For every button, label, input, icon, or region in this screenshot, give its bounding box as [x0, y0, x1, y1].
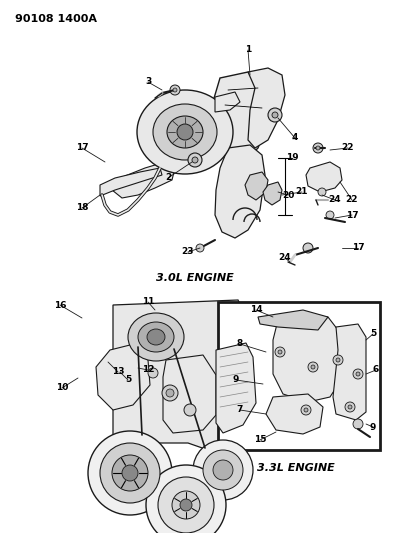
Ellipse shape: [147, 329, 165, 345]
Circle shape: [353, 419, 363, 429]
Polygon shape: [333, 324, 366, 420]
Polygon shape: [245, 172, 268, 200]
Circle shape: [326, 211, 334, 219]
Text: 5: 5: [125, 376, 131, 384]
Circle shape: [345, 402, 355, 412]
Polygon shape: [215, 92, 240, 112]
Polygon shape: [273, 317, 343, 402]
Circle shape: [272, 112, 278, 118]
Text: 19: 19: [286, 154, 298, 163]
Circle shape: [301, 405, 311, 415]
Text: 13: 13: [112, 367, 124, 376]
Circle shape: [353, 369, 363, 379]
Text: 2: 2: [165, 174, 171, 182]
Circle shape: [172, 491, 200, 519]
Circle shape: [193, 440, 253, 500]
Circle shape: [275, 347, 285, 357]
Text: 24: 24: [329, 196, 341, 205]
Polygon shape: [163, 355, 216, 433]
Circle shape: [192, 157, 198, 163]
Circle shape: [348, 405, 352, 409]
Circle shape: [112, 455, 148, 491]
Circle shape: [316, 146, 320, 150]
Circle shape: [177, 124, 193, 140]
Ellipse shape: [137, 90, 233, 174]
Circle shape: [336, 358, 340, 362]
Circle shape: [278, 350, 282, 354]
Circle shape: [148, 368, 158, 378]
Text: 17: 17: [76, 143, 88, 152]
Text: 22: 22: [346, 196, 358, 205]
Circle shape: [100, 443, 160, 503]
Polygon shape: [100, 168, 162, 196]
Text: 1: 1: [245, 45, 251, 54]
Polygon shape: [263, 182, 282, 205]
Text: 22: 22: [342, 143, 354, 152]
Text: 9: 9: [233, 376, 239, 384]
Text: 9: 9: [370, 423, 376, 432]
Circle shape: [356, 372, 360, 376]
Text: 14: 14: [250, 305, 262, 314]
Text: 3.3L ENGINE: 3.3L ENGINE: [257, 463, 335, 473]
Text: 16: 16: [54, 301, 66, 310]
Circle shape: [311, 365, 315, 369]
Circle shape: [268, 108, 282, 122]
Circle shape: [304, 408, 308, 412]
Text: 90108 1400A: 90108 1400A: [15, 14, 97, 24]
Circle shape: [313, 143, 323, 153]
Circle shape: [180, 499, 192, 511]
Circle shape: [166, 389, 174, 397]
Polygon shape: [216, 343, 256, 433]
Circle shape: [170, 85, 180, 95]
Text: 15: 15: [254, 435, 266, 445]
Circle shape: [333, 355, 343, 365]
Circle shape: [196, 244, 204, 252]
Circle shape: [318, 188, 326, 196]
Polygon shape: [112, 162, 175, 198]
Circle shape: [184, 404, 196, 416]
Polygon shape: [210, 72, 272, 160]
Ellipse shape: [153, 104, 217, 160]
Text: 17: 17: [346, 211, 358, 220]
Circle shape: [122, 465, 138, 481]
Circle shape: [88, 431, 172, 515]
Text: 18: 18: [76, 204, 88, 213]
Text: 20: 20: [282, 190, 294, 199]
Circle shape: [213, 460, 233, 480]
Bar: [218, 302, 380, 450]
Ellipse shape: [167, 116, 203, 148]
Circle shape: [188, 153, 202, 167]
Text: 24: 24: [279, 254, 291, 262]
Text: 7: 7: [237, 406, 243, 415]
Text: 8: 8: [237, 340, 243, 349]
Polygon shape: [248, 68, 285, 148]
Text: 5: 5: [370, 329, 376, 338]
Circle shape: [146, 465, 226, 533]
Ellipse shape: [138, 322, 174, 352]
Text: 10: 10: [56, 384, 68, 392]
Ellipse shape: [128, 313, 184, 361]
Polygon shape: [266, 394, 323, 434]
Text: 4: 4: [292, 133, 298, 142]
Text: 12: 12: [142, 366, 154, 375]
Circle shape: [303, 243, 313, 253]
Polygon shape: [113, 300, 248, 450]
Text: 11: 11: [142, 297, 154, 306]
Polygon shape: [306, 162, 342, 192]
Polygon shape: [215, 145, 265, 238]
Circle shape: [173, 88, 177, 92]
Circle shape: [203, 450, 243, 490]
Text: 3: 3: [145, 77, 151, 86]
Circle shape: [162, 385, 178, 401]
Text: 17: 17: [352, 244, 364, 253]
Text: 3.0L ENGINE: 3.0L ENGINE: [156, 273, 234, 283]
Text: 21: 21: [296, 188, 308, 197]
Circle shape: [158, 477, 214, 533]
Circle shape: [308, 362, 318, 372]
Polygon shape: [96, 345, 150, 410]
Text: 6: 6: [373, 366, 379, 375]
Text: 23: 23: [182, 247, 194, 256]
Polygon shape: [258, 310, 328, 330]
